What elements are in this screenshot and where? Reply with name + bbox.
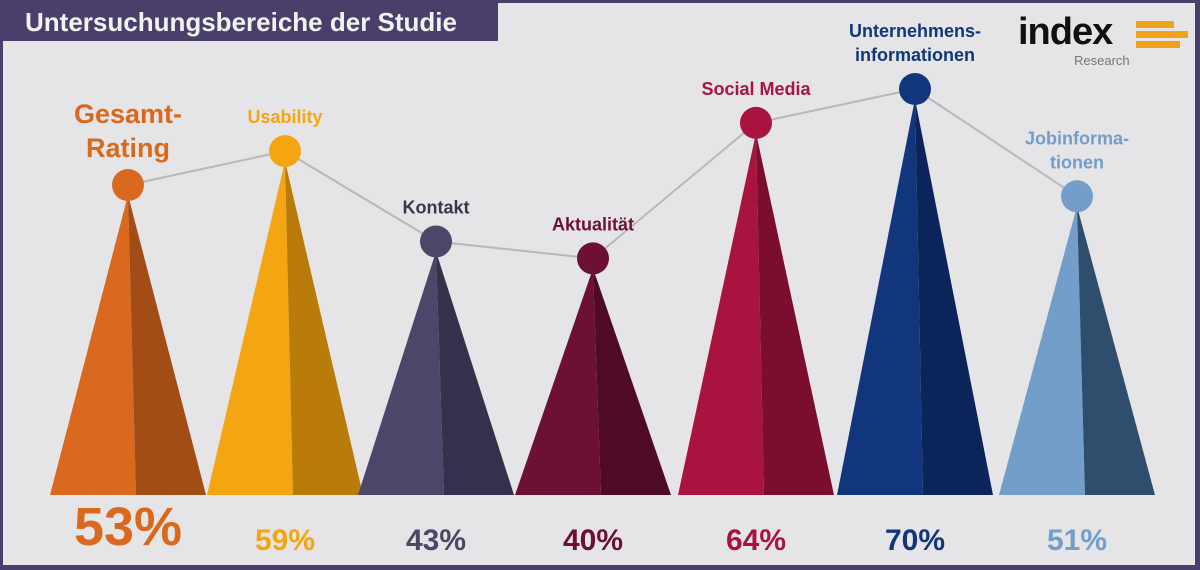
value-label: 40% [563,524,623,557]
category-label: Kontakt [403,197,470,217]
category-label: Unternehmens- [849,21,981,41]
logo-word: index [1018,11,1113,53]
pyramid-left-face [207,161,293,495]
pyramid-left-face [678,132,764,495]
category-label: Gesamt- [74,99,182,129]
data-point [112,169,144,201]
value-label: 59% [255,524,315,557]
category-label: Jobinforma- [1025,128,1129,148]
pyramid-right-face [915,99,993,495]
category-label: tionen [1050,152,1104,172]
logo-bars-icon [1136,21,1188,48]
data-point [899,73,931,105]
pyramid-left-face [50,195,136,495]
title-banner: Untersuchungsbereiche der Studie [3,3,498,41]
pyramid-right-face [128,195,206,495]
value-label: 70% [885,524,945,557]
data-point [740,106,772,139]
pyramid-right-face [1077,206,1155,495]
category-label: Social Media [701,79,811,99]
category-label: informationen [855,45,975,65]
data-point [420,225,452,258]
index-research-logo: index Research [1018,11,1188,68]
data-point [1061,180,1093,213]
pyramid-left-face [837,99,923,495]
category-label: Usability [247,107,322,127]
category-label: Rating [86,133,170,163]
pyramid-left-face [358,251,444,495]
pyramid-left-face [515,268,601,495]
value-label: 64% [726,524,786,557]
chart-title: Untersuchungsbereiche der Studie [25,7,457,37]
data-point [269,135,301,168]
pyramid-right-face [593,268,671,495]
logo-subtitle: Research [1074,53,1130,68]
value-label: 43% [406,524,466,557]
value-label: 53% [74,497,182,557]
category-label: Aktualität [552,214,634,234]
data-point [577,242,609,275]
value-label: 51% [1047,524,1107,557]
pyramid-right-face [285,161,363,495]
pyramid-left-face [999,206,1085,495]
pyramid-right-face [756,132,834,495]
pyramid-right-face [436,251,514,495]
